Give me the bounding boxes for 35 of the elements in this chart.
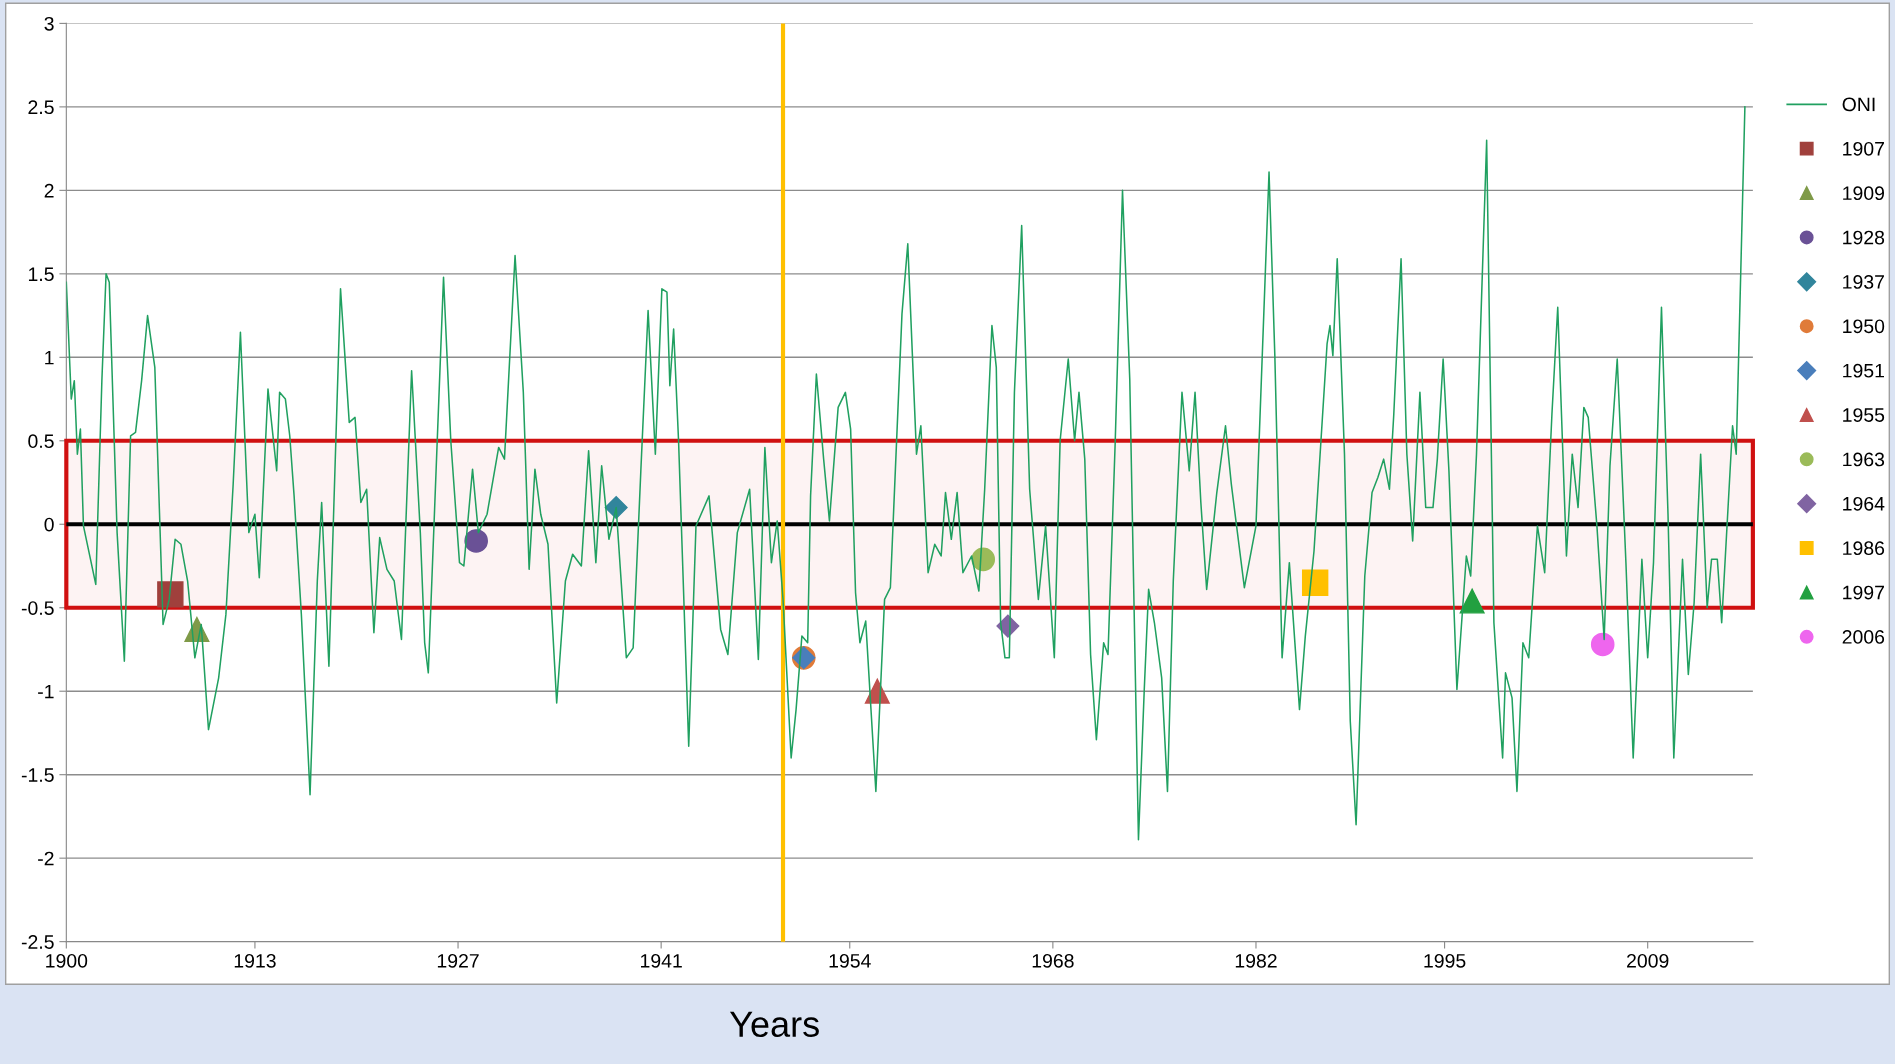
legend-label: 2006 — [1842, 630, 1885, 644]
legend-label: 1963 — [1843, 452, 1885, 467]
y-tick-label: -2 — [38, 851, 54, 866]
y-tick-label: -0.5 — [21, 601, 54, 615]
y-tick-label: 1.5 — [28, 267, 54, 282]
x-axis-title: Years — [729, 1011, 819, 1038]
legend-label: 1909 — [1843, 186, 1885, 201]
y-tick-label: 0.5 — [28, 434, 54, 449]
y-tick-label: 2 — [44, 183, 54, 198]
x-tick-label: 1968 — [1032, 953, 1074, 968]
y-tick-label: -1 — [38, 684, 54, 699]
legend-label: 1964 — [1843, 496, 1885, 511]
y-tick-label: 2.5 — [28, 100, 54, 115]
x-tick-label: 1954 — [829, 953, 871, 968]
x-tick-label: 1913 — [234, 953, 276, 968]
x-tick-label: 2009 — [1627, 953, 1669, 968]
y-tick-label: 1 — [45, 350, 54, 365]
legend-label: 1907 — [1843, 141, 1884, 156]
legend-label: 1951 — [1843, 363, 1884, 378]
x-tick-label: 1927 — [437, 953, 479, 968]
legend-label: 1997 — [1843, 585, 1884, 600]
x-tick-label: 1941 — [641, 953, 682, 968]
y-tick-label: -2.5 — [21, 935, 54, 949]
legend-label: 1986 — [1843, 541, 1885, 556]
x-tick-label: 1995 — [1424, 953, 1466, 968]
legend-label: 1950 — [1843, 319, 1885, 334]
legend-label: 1928 — [1843, 230, 1885, 245]
y-tick-label: 0 — [44, 517, 54, 532]
x-tick-label: 1982 — [1235, 953, 1277, 968]
x-tick-label: 1900 — [46, 953, 88, 968]
legend-label: 1955 — [1843, 408, 1885, 422]
y-tick-label: -1.5 — [21, 768, 54, 782]
legend-label: ONI — [1842, 97, 1875, 112]
y-tick-label: 3 — [44, 16, 54, 31]
legend-label: 1937 — [1843, 275, 1884, 289]
